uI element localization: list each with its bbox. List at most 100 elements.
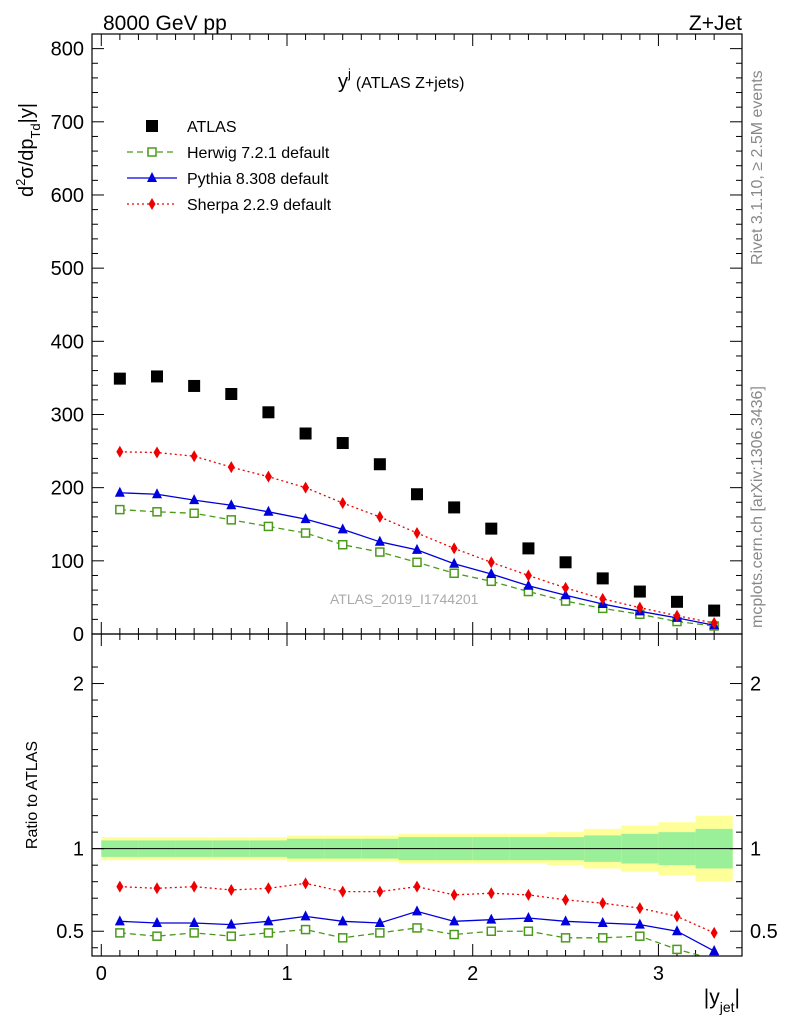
ratio-data-point [226,931,237,941]
ratio-data-point [374,916,385,927]
ratio-data-point [412,905,422,916]
ratio-data-point [709,945,720,956]
x-tick-label: 1 [281,963,292,985]
ratio-data-point [339,885,347,898]
x-tick-label: 2 [467,963,478,985]
ratio-data-point [523,926,534,936]
ratio-y-tick-label: 2 [73,674,84,696]
main-data-point [263,505,274,516]
main-data-point [708,604,721,617]
main-panel: 0 100 200 300 400 500 600 700 800 yj (ATLAS Z+jet… [13,33,743,646]
main-data-point [337,523,348,534]
ratio-data-point [152,931,162,941]
ratio-data-point [115,928,125,938]
main-data-point [485,522,498,535]
ratio-data-point [486,913,497,924]
ratio-data-point [560,933,571,943]
main-data-point [189,494,200,505]
main-y-tick-label: 800 [51,39,84,61]
main-data-point [300,513,311,524]
ratio-data-point [189,916,200,927]
main-data-point [114,486,125,497]
ratio-y-axis-label: Ratio to ATLAS [24,741,41,849]
main-data-point [302,481,310,494]
main-data-point [225,388,238,400]
ratio-data-point [226,918,237,929]
main-data-point [412,543,422,554]
legend-marker [148,198,156,210]
ratio-data-point [263,928,274,938]
ratio-data-point [486,926,497,936]
main-data-point [300,528,311,538]
ratio-data-point [116,880,124,893]
main-data-point [227,461,235,474]
legend-marker [147,147,157,157]
ratio-data-point [114,915,125,926]
x-axis-label: |yjet| [704,986,740,1015]
ratio-data-point [376,885,384,898]
main-data-point [376,510,384,523]
main-data-point [263,521,274,532]
main-data-point [596,572,609,585]
main-data-point [115,504,125,515]
process-label: Z+Jet [689,12,742,35]
main-data-point [264,470,272,483]
main-data-point [599,592,607,605]
x-tick-label: 3 [653,963,664,985]
ratio-data-point [337,933,348,943]
main-data-point [336,437,349,450]
main-data-point [262,406,275,419]
ratio-data-point [449,929,459,940]
main-data-point [152,507,162,517]
main-data-point [151,370,163,383]
ratio-data-point [300,910,311,921]
main-data-point [188,379,201,392]
ratio-data-point [302,877,310,890]
main-data-point [412,557,422,568]
main-data-point [189,508,199,519]
ratio-data-point [635,931,645,941]
ratio-data-point [672,944,682,955]
x-tick-label: 0 [96,963,107,985]
main-data-point [226,499,237,510]
main-data-point [486,576,497,587]
main-data-point [523,579,534,590]
ratio-data-point [412,923,422,933]
analysis-watermark: ATLAS_2019_I1744201 [330,591,479,607]
ratio-y-tick-label-right: 1 [750,839,761,861]
ratio-data-point [449,915,460,926]
main-data-point [339,497,347,510]
ratio-data-point [375,928,385,938]
main-data-point [560,589,571,600]
ratio-data-point [597,933,608,943]
ratio-data-point [190,880,198,893]
legend-label: ATLAS [187,119,237,136]
ratio-data-point [227,883,235,896]
ratio-series-group [114,877,720,956]
main-data-point [411,488,423,501]
main-y-axis-label: d2σ/dpTd|y| [13,103,43,197]
main-y-tick-label: 300 [51,404,84,426]
legend-label: Herwig 7.2.1 default [187,145,330,162]
ratio-y-tick-label: 0.5 [56,921,84,943]
ratio-data-point [562,893,570,906]
main-title: yj (ATLAS Z+jets) [338,66,465,93]
main-y-tick-label: 200 [51,478,84,500]
ratio-data-point [524,888,532,901]
ratio-data-point [152,916,162,927]
main-data-point [153,446,161,459]
main-data-point [190,450,198,463]
main-data-point [152,488,162,499]
main-data-point [450,542,458,555]
main-data-point [559,556,572,569]
main-data-point [299,427,312,440]
main-data-point [522,542,535,555]
main-data-point [413,527,421,540]
main-data-point [448,501,461,514]
ratio-data-point [413,880,421,893]
main-data-point [486,568,497,578]
main-y-tick-label: 700 [51,112,84,134]
ratio-data-point [450,888,458,901]
main-data-point [373,458,386,471]
